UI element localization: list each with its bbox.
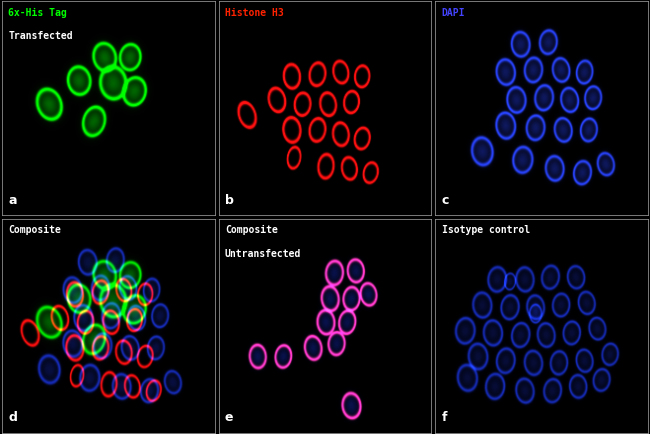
Text: c: c: [441, 194, 449, 207]
Text: Composite: Composite: [8, 225, 61, 235]
Text: Composite: Composite: [225, 225, 278, 235]
Text: Transfected: Transfected: [8, 31, 73, 41]
Text: Isotype control: Isotype control: [441, 225, 530, 235]
Text: d: d: [8, 411, 17, 424]
Text: a: a: [8, 194, 17, 207]
Text: e: e: [225, 411, 233, 424]
Text: DAPI: DAPI: [441, 8, 465, 18]
Text: Untransfected: Untransfected: [225, 249, 302, 259]
Text: f: f: [441, 411, 447, 424]
Text: 6x-His Tag: 6x-His Tag: [8, 8, 67, 18]
Text: b: b: [225, 194, 234, 207]
Text: Histone H3: Histone H3: [225, 8, 284, 18]
